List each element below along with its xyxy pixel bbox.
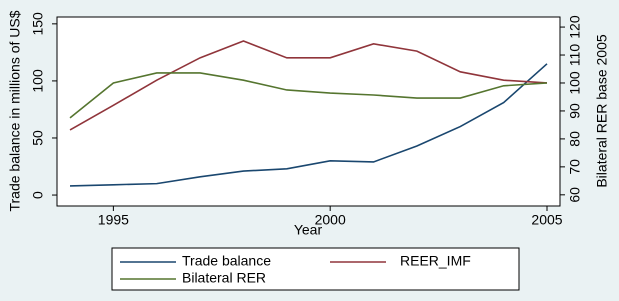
series-line (69, 63, 548, 187)
y-tick-label: 150 (30, 12, 46, 36)
legend-label: Bilateral RER (182, 270, 266, 286)
plot-area (56, 16, 561, 207)
legend (111, 247, 520, 291)
x-tick-label: 2005 (531, 212, 562, 228)
y-tick-label: 0 (30, 191, 46, 199)
x-tick-label: 2000 (315, 212, 346, 228)
y2-tick-label: 100 (567, 71, 583, 95)
y-axis-title: Trade balance in millions of US$ (7, 10, 23, 211)
y2-tick-label: 80 (567, 131, 583, 147)
legend-label: Trade balance (182, 253, 271, 269)
y-tick-label: 50 (30, 130, 46, 146)
y2-tick-label: 60 (567, 187, 583, 203)
y2-tick-label: 70 (567, 159, 583, 175)
y2-tick-label: 90 (567, 103, 583, 119)
x-axis-title: Year (294, 222, 323, 238)
legend-label: REER_IMF (400, 253, 471, 269)
series-line (69, 40, 548, 131)
y2-axis-title: Bilateral RER base 2005 (594, 34, 610, 188)
y-tick-label: 100 (30, 69, 46, 93)
y2-tick-label: 120 (567, 15, 583, 39)
series-line (69, 72, 548, 119)
x-tick-label: 1995 (98, 212, 129, 228)
y2-tick-label: 110 (567, 44, 583, 67)
